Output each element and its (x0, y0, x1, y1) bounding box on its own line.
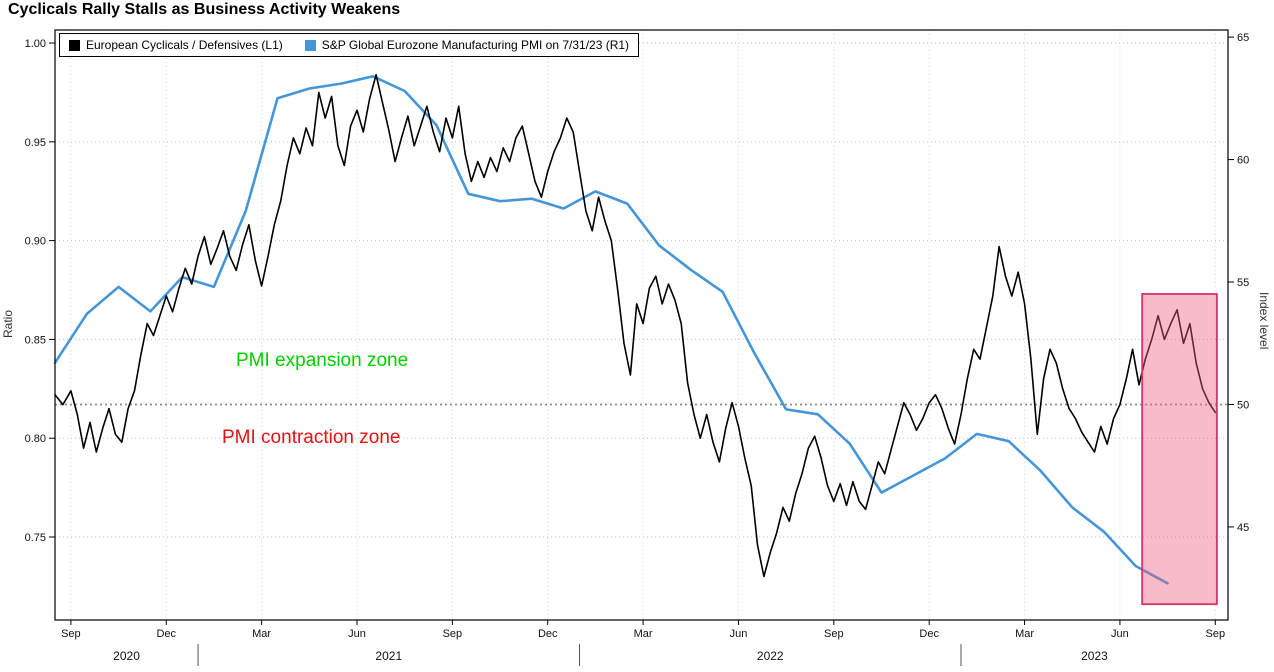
legend: European Cyclicals / Defensives (L1) S&P… (59, 33, 640, 57)
svg-text:Mar: Mar (1015, 628, 1034, 640)
chart-title: Cyclicals Rally Stalls as Business Activ… (8, 1, 401, 18)
svg-text:0.90: 0.90 (25, 236, 46, 248)
legend-label-cyclicals: European Cyclicals / Defensives (L1) (86, 38, 283, 52)
svg-text:Mar: Mar (634, 628, 653, 640)
svg-text:0.85: 0.85 (25, 334, 46, 346)
svg-text:45: 45 (1237, 522, 1249, 534)
right-axis-title: Index level (1257, 292, 1271, 350)
svg-text:Sep: Sep (1205, 628, 1225, 640)
svg-text:Sep: Sep (443, 628, 463, 640)
svg-text:Dec: Dec (538, 628, 558, 640)
svg-text:Sep: Sep (61, 628, 81, 640)
pmi-contraction-annotation: PMI contraction zone (222, 427, 401, 448)
cyclicals-swatch-icon (69, 39, 80, 51)
svg-text:Dec: Dec (156, 628, 176, 640)
svg-text:50: 50 (1237, 399, 1249, 411)
pmi-swatch-icon (304, 39, 316, 51)
svg-text:2023: 2023 (1081, 649, 1108, 663)
svg-text:Jun: Jun (730, 628, 748, 640)
svg-text:65: 65 (1237, 32, 1249, 44)
svg-text:60: 60 (1237, 155, 1249, 167)
legend-item-pmi: S&P Global Eurozone Manufacturing PMI on… (304, 38, 630, 52)
svg-text:2021: 2021 (375, 649, 402, 663)
legend-label-pmi: S&P Global Eurozone Manufacturing PMI on… (321, 38, 630, 52)
svg-text:Dec: Dec (919, 628, 939, 640)
svg-text:2020: 2020 (113, 649, 140, 663)
svg-text:0.75: 0.75 (25, 532, 46, 544)
left-axis-title: Ratio (1, 310, 15, 339)
legend-item-cyclicals: European Cyclicals / Defensives (L1) (69, 38, 283, 52)
svg-text:Jun: Jun (1111, 628, 1129, 640)
svg-text:1.00: 1.00 (25, 38, 46, 50)
svg-text:Mar: Mar (252, 628, 271, 640)
svg-text:0.95: 0.95 (25, 137, 46, 149)
pmi-expansion-annotation: PMI expansion zone (236, 350, 409, 371)
svg-text:Sep: Sep (824, 628, 844, 640)
svg-text:Jun: Jun (348, 628, 366, 640)
svg-text:0.80: 0.80 (25, 433, 46, 445)
svg-text:55: 55 (1237, 277, 1249, 289)
svg-text:2022: 2022 (757, 649, 784, 663)
